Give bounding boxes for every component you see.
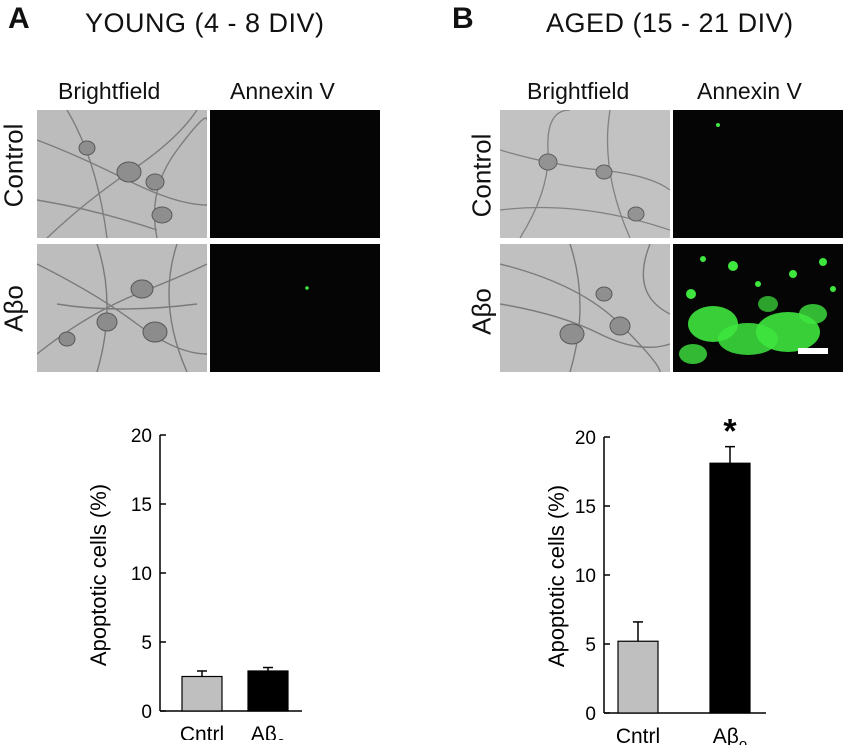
y-tick-label: 0 <box>141 702 152 723</box>
panel-b-control-brightfield-image <box>500 110 670 238</box>
scale-bar <box>798 348 828 354</box>
y-tick-label: 5 <box>585 635 596 656</box>
annexin-signal <box>305 286 309 290</box>
y-axis-label: Apoptotic cells (%) <box>544 485 569 667</box>
panel-a-title: YOUNG (4 - 8 DIV) <box>85 8 325 38</box>
panel-a-col-annexin: Annexin V <box>230 78 335 104</box>
panel-a-letter: A <box>8 2 30 35</box>
neuron-texture <box>500 244 670 372</box>
panel-a-abeta-annexin-image <box>210 244 380 372</box>
category-label: Cntrl <box>180 723 224 740</box>
category-label: Aβo <box>713 725 747 745</box>
neuron-texture <box>500 110 670 238</box>
panel-a-control-brightfield-image <box>37 110 207 238</box>
y-tick-label: 20 <box>131 426 152 447</box>
y-tick-label: 10 <box>575 566 596 587</box>
panel-b-col-annexin: Annexin V <box>697 78 802 104</box>
y-axis-label: Apoptotic cells (%) <box>86 484 111 666</box>
y-tick-label: 0 <box>585 704 596 725</box>
bar-cntrl <box>181 675 223 712</box>
annexin-signal <box>679 256 836 364</box>
panel-b-col-brightfield: Brightfield <box>527 78 630 104</box>
panel-b-control-annexin-image <box>673 110 843 238</box>
panel-a-col-brightfield: Brightfield <box>58 78 161 104</box>
bar-abeta <box>709 462 751 714</box>
panel-a-abeta-brightfield-image <box>37 244 207 372</box>
panel-b-title: AGED (15 - 21 DIV) <box>546 8 794 38</box>
bar-abeta <box>247 670 289 712</box>
panel-a-row-abeta: Aβo <box>0 285 29 332</box>
y-tick-label: 10 <box>131 564 152 585</box>
panel-a-row-control: Control <box>0 123 29 208</box>
y-tick-label: 15 <box>131 495 152 516</box>
panel-b-abeta-annexin-image <box>673 244 843 372</box>
neuron-texture <box>37 110 207 238</box>
bar-cntrl <box>617 640 659 714</box>
panel-b-abeta-brightfield-image <box>500 244 670 372</box>
category-label: Aβo <box>251 723 285 740</box>
panel-a-chart: Apoptotic cells (%) 0 5 10 15 20 Cntrl Aβo <box>86 426 302 740</box>
significance-star: * <box>723 413 737 451</box>
panel-b-row-control: Control <box>466 133 497 218</box>
annexin-signal <box>716 123 720 127</box>
panel-b-row-abeta: Aβo <box>466 288 497 335</box>
y-tick-label: 20 <box>575 428 596 449</box>
y-tick-label: 15 <box>575 497 596 518</box>
panel-b-letter: B <box>452 2 474 35</box>
panel-a-control-annexin-image <box>210 110 380 238</box>
panel-b-chart: Apoptotic cells (%) 0 5 10 15 20 Cntrl * Aβo <box>544 413 766 745</box>
neuron-texture <box>37 244 207 372</box>
category-label: Cntrl <box>616 725 660 745</box>
y-tick-label: 5 <box>141 633 152 654</box>
